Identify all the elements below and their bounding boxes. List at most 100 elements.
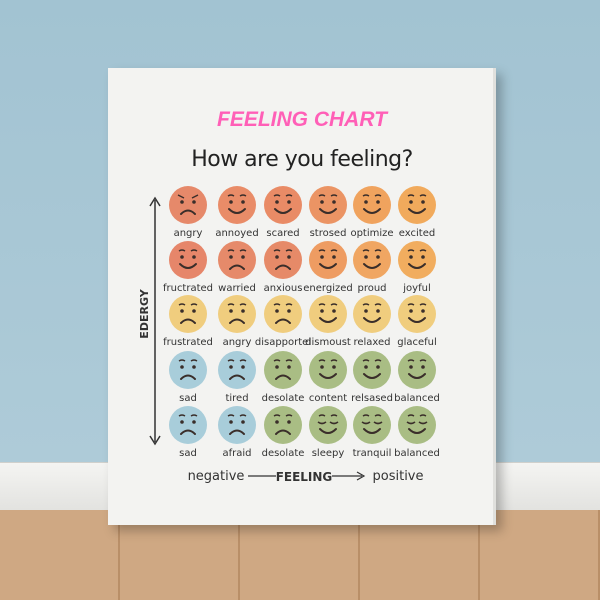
eyebrows <box>318 303 338 306</box>
face-smile-icon <box>353 186 391 224</box>
face-smile-icon <box>309 186 347 224</box>
mouth <box>363 208 381 214</box>
eye <box>275 200 279 204</box>
eye <box>180 420 184 424</box>
face-frown-icon <box>218 351 256 389</box>
face-circle <box>264 241 302 279</box>
eye <box>320 255 324 259</box>
face-circle <box>169 241 207 279</box>
eye <box>364 200 368 204</box>
face-label: energized <box>303 283 352 294</box>
eye <box>275 309 279 313</box>
eyebrows <box>318 359 338 362</box>
face-frown-icon <box>169 351 207 389</box>
eye <box>332 365 336 369</box>
mouth <box>319 373 337 379</box>
face-label: annoyed <box>215 228 258 239</box>
mouth <box>408 208 426 214</box>
eye <box>376 309 380 313</box>
mouth <box>228 208 246 214</box>
poster-subtitle: How are you feeling? <box>191 147 413 172</box>
face-label: angry <box>223 337 252 348</box>
eye <box>287 420 291 424</box>
face-smile-icon <box>398 241 436 279</box>
eye <box>421 365 425 369</box>
eyebrows <box>227 359 247 362</box>
eye <box>320 365 324 369</box>
eye <box>332 255 336 259</box>
face-circle <box>264 406 302 444</box>
eye <box>376 255 380 259</box>
face-smile-icon <box>169 241 207 279</box>
face-label: balanced <box>394 448 440 459</box>
face-label: tranquil <box>353 448 392 459</box>
eye <box>409 365 413 369</box>
eyebrows <box>273 194 293 197</box>
wood-floor <box>0 510 600 600</box>
mouth <box>408 317 426 323</box>
eyebrows <box>178 249 198 252</box>
closed-eyes <box>317 421 339 425</box>
face-circle <box>398 186 436 224</box>
face-smile-icon <box>309 351 347 389</box>
face-label: disapportel <box>255 337 311 348</box>
face-label: optimize <box>350 228 393 239</box>
face-circle <box>398 351 436 389</box>
eye <box>192 420 196 424</box>
eye <box>320 309 324 313</box>
mouth <box>408 263 426 269</box>
face-label: dismoust <box>305 337 351 348</box>
eyebrows <box>318 194 338 197</box>
face-label: joyful <box>402 283 430 294</box>
eye <box>229 420 233 424</box>
face-label: afraid <box>222 448 251 459</box>
face-circle <box>218 186 256 224</box>
x-axis-negative: negative <box>188 469 245 484</box>
face-label: anxious <box>264 283 303 294</box>
faces-grid: EDERGY negative FEELING positive angry an… <box>138 186 440 484</box>
eye <box>287 255 291 259</box>
face-frown-icon <box>264 351 302 389</box>
mouth <box>180 374 196 380</box>
eye <box>275 365 279 369</box>
face-circle <box>169 406 207 444</box>
mouth <box>274 208 292 214</box>
face-label: content <box>309 393 347 404</box>
face-circle <box>218 295 256 333</box>
mouth <box>319 428 337 434</box>
eye <box>241 255 245 259</box>
face-frown-icon <box>264 295 302 333</box>
eye <box>409 200 413 204</box>
mouth <box>229 264 245 270</box>
face-smile-icon <box>353 295 391 333</box>
face-circle <box>353 241 391 279</box>
mouth <box>319 317 337 323</box>
face-label: sad <box>179 393 197 404</box>
poster-title: FEELING CHART <box>217 108 387 131</box>
mouth <box>275 374 291 380</box>
face-circle <box>218 351 256 389</box>
eyebrows <box>227 194 247 197</box>
face-label: frustrated <box>163 337 213 348</box>
face-label: desolate <box>262 393 305 404</box>
eye <box>180 200 184 204</box>
face-circle <box>309 186 347 224</box>
face-circle <box>309 406 347 444</box>
face-label: sleepy <box>312 448 345 459</box>
eye <box>409 255 413 259</box>
eyebrows <box>407 359 427 362</box>
face-circle <box>169 351 207 389</box>
eye <box>421 309 425 313</box>
eye <box>229 255 233 259</box>
mouth <box>319 208 337 214</box>
closed-eyes <box>361 421 383 425</box>
face-label: balanced <box>394 393 440 404</box>
eye <box>229 365 233 369</box>
eye <box>180 255 184 259</box>
eye <box>376 200 380 204</box>
face-smile-icon <box>353 241 391 279</box>
face-label: proud <box>357 283 386 294</box>
face-label: tired <box>225 393 248 404</box>
eyebrows <box>362 359 382 362</box>
eye <box>332 200 336 204</box>
